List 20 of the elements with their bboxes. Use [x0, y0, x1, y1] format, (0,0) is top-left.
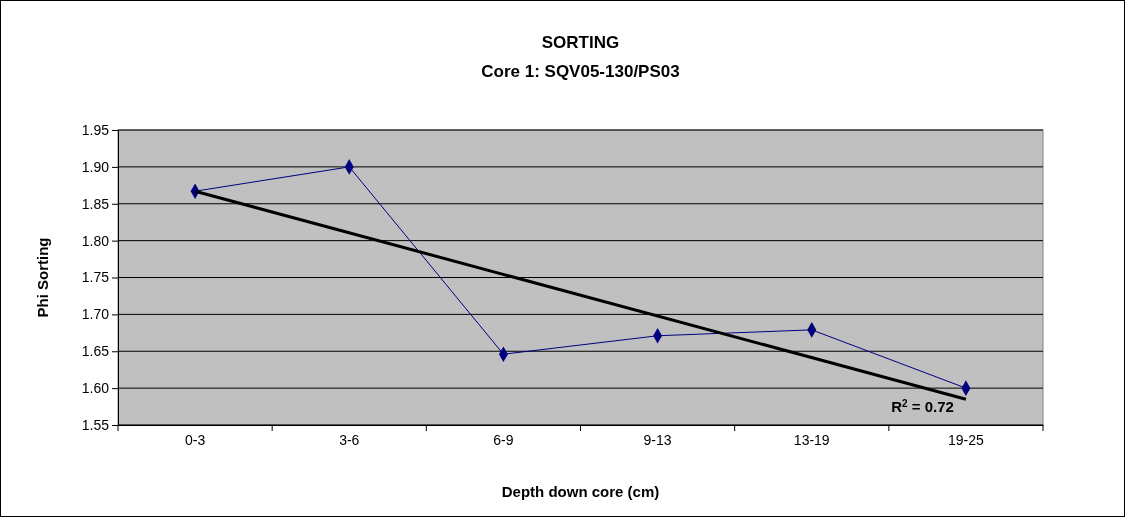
- x-tick-label: 3-6: [339, 431, 360, 448]
- y-tick-label: 1.80: [81, 232, 110, 249]
- x-tick-label: 6-9: [493, 431, 514, 448]
- x-tick-label: 13-19: [793, 431, 830, 448]
- y-tick-label: 1.65: [81, 343, 110, 360]
- x-axis-title: Depth down core (cm): [501, 483, 660, 500]
- y-tick-label: 1.75: [81, 269, 110, 286]
- y-tick-label: 1.90: [81, 158, 110, 175]
- y-axis-title: Phi Sorting: [34, 237, 51, 318]
- y-tick-label: 1.70: [81, 306, 110, 323]
- annotation: R$^{2}$ = 0.72: [891, 397, 954, 415]
- y-tick-label: 1.60: [81, 380, 110, 397]
- x-tick-label: 0-3: [184, 431, 206, 448]
- y-tick-label: 1.55: [81, 416, 110, 433]
- y-tick-label: 1.95: [81, 121, 110, 138]
- y-tick-label: 1.85: [81, 195, 110, 212]
- x-tick-label: 19-25: [948, 431, 985, 448]
- x-tick-label: 9-13: [643, 431, 672, 448]
- chart-subtitle: Core 1: SQV05-130/PS03: [481, 62, 680, 81]
- chart-title: SORTING: [541, 33, 620, 52]
